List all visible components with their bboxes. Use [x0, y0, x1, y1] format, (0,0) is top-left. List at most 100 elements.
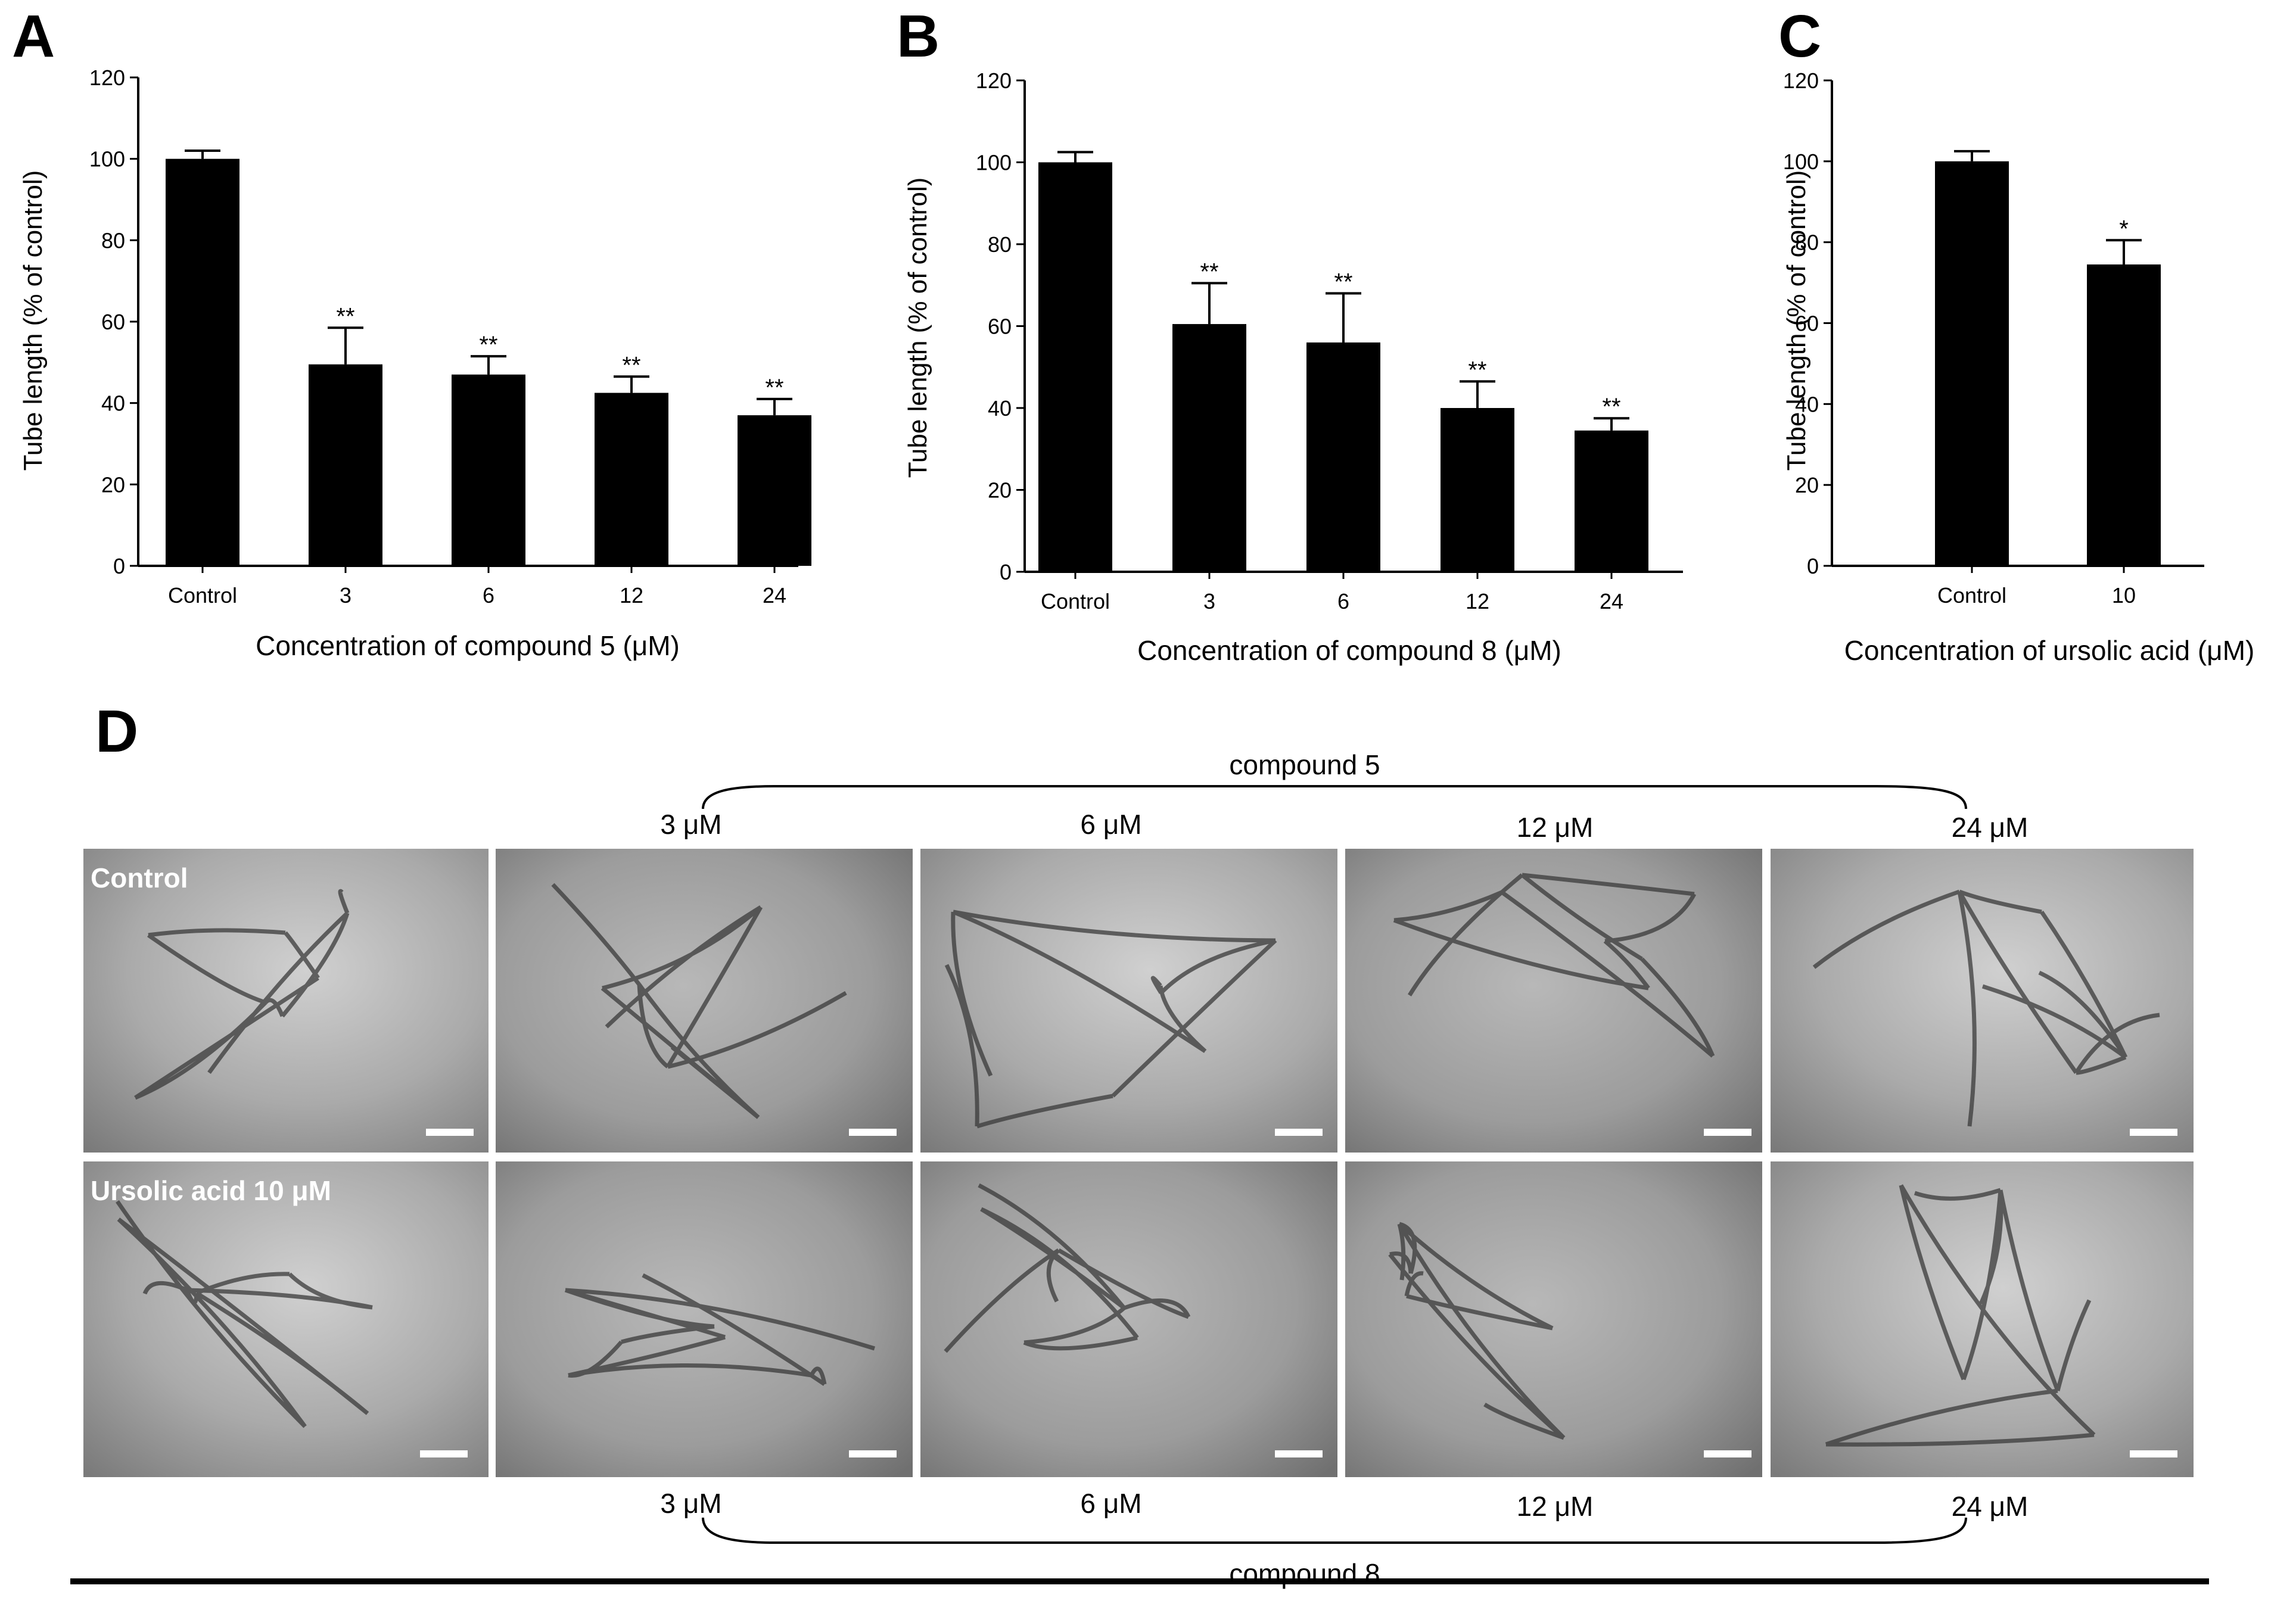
micrograph-row-1	[83, 849, 2194, 1153]
significance-marker: **	[1200, 258, 1218, 285]
x-tick-label: 24	[763, 583, 786, 608]
panel-letter-a: A	[12, 3, 55, 70]
y-tick-label: 100	[1783, 150, 1819, 174]
chart-a: Tube length (% of control) Concentration…	[18, 66, 811, 661]
bottom-rule	[70, 1578, 2209, 1584]
chart-c: Tube length (% of control) Concentration…	[1782, 68, 2254, 666]
chart-b-xlabel: Concentration of compound 8 (μM)	[1137, 635, 1561, 666]
row-1-tag: Control	[91, 862, 188, 893]
tube-network	[1825, 1184, 2096, 1447]
significance-marker: **	[336, 303, 354, 329]
compound-5-label: compound 5	[1229, 749, 1380, 780]
bottom-conc-24: 24 μM	[1952, 1491, 2029, 1522]
x-tick-label: 6	[483, 583, 494, 608]
micrograph-c8-3	[496, 1161, 913, 1477]
scale-bar	[849, 1129, 897, 1136]
significance-marker: **	[1468, 357, 1486, 383]
micrograph-c5-24	[1771, 849, 2194, 1153]
top-conc-6: 6 μM	[1080, 809, 1141, 840]
significance-marker: **	[1602, 394, 1620, 420]
y-tick-label: 80	[988, 232, 1012, 257]
x-tick-label: 12	[1466, 589, 1489, 613]
bar	[1575, 430, 1648, 572]
y-tick-label: 80	[1795, 231, 1819, 255]
compound-8-brace	[702, 1517, 1967, 1544]
y-tick-label: 100	[976, 151, 1012, 175]
panel-letter-c: C	[1778, 3, 1821, 70]
scale-bar	[420, 1450, 468, 1457]
tube-network	[1812, 889, 2160, 1127]
bar	[309, 364, 382, 566]
tube-network	[551, 883, 847, 1119]
significance-marker: **	[479, 332, 497, 358]
y-tick-label: 0	[1807, 554, 1819, 578]
significance-marker: *	[2119, 216, 2129, 242]
y-tick-label: 40	[101, 391, 125, 416]
scale-bar	[849, 1450, 897, 1457]
significance-marker: **	[765, 375, 783, 401]
y-tick-label: 60	[1795, 312, 1819, 336]
bar	[595, 393, 668, 566]
scale-bar	[2130, 1450, 2177, 1457]
bar	[166, 158, 239, 566]
bar	[452, 374, 525, 566]
compound-5-brace	[702, 785, 1967, 809]
tube-network	[116, 1200, 373, 1428]
scale-bar	[426, 1129, 474, 1136]
bar	[2087, 264, 2161, 566]
significance-marker: **	[1334, 269, 1352, 295]
tube-network	[1393, 873, 1715, 1058]
tube-network	[1388, 1222, 1566, 1440]
x-tick-label: 24	[1600, 589, 1623, 613]
chart-a-xlabel: Concentration of compound 5 (μM)	[256, 630, 680, 661]
tube-network	[564, 1273, 876, 1386]
y-tick-label: 40	[988, 396, 1012, 421]
chart-b: Tube length (% of control) Concentration…	[903, 68, 1683, 666]
bar	[738, 415, 811, 566]
y-tick-label: 80	[101, 228, 125, 253]
top-conc-12: 12 μM	[1517, 812, 1594, 843]
tube-network	[944, 910, 1277, 1129]
y-tick-label: 60	[101, 310, 125, 334]
row-2-tag: Ursolic acid 10 μM	[91, 1175, 331, 1206]
y-tick-label: 100	[89, 147, 125, 172]
x-tick-label: 12	[620, 583, 643, 608]
y-tick-label: 20	[1795, 473, 1819, 497]
y-tick-label: 40	[1795, 392, 1819, 416]
x-tick-label: 3	[1203, 589, 1215, 613]
micrograph-c5-3	[496, 849, 913, 1153]
scale-bar	[1275, 1129, 1323, 1136]
bar	[1172, 324, 1246, 572]
micrograph-c8-12	[1345, 1161, 1762, 1477]
x-tick-label: 6	[1337, 589, 1349, 613]
bar	[1935, 161, 2009, 566]
y-tick-label: 0	[113, 554, 125, 578]
bottom-conc-12: 12 μM	[1517, 1491, 1594, 1522]
micrograph-ursolic	[83, 1161, 489, 1477]
chart-b-ylabel: Tube length (% of control)	[903, 177, 932, 478]
tube-network	[134, 889, 350, 1100]
x-tick-label: Control	[1041, 589, 1110, 613]
bar	[1441, 408, 1514, 572]
y-tick-label: 20	[988, 478, 1012, 503]
bar	[1038, 162, 1112, 572]
chart-c-xlabel: Concentration of ursolic acid (μM)	[1844, 635, 2255, 666]
y-tick-label: 0	[1000, 560, 1012, 584]
chart-c-ylabel: Tube length (% of control)	[1782, 170, 1811, 471]
tube-network	[944, 1183, 1191, 1353]
x-tick-label: Control	[1937, 583, 2006, 608]
y-tick-label: 120	[89, 66, 125, 90]
panel-letter-d: D	[95, 698, 138, 765]
panel-letter-b: B	[897, 3, 939, 70]
scale-bar	[2130, 1129, 2177, 1136]
compound-8-label: compound 8	[1229, 1558, 1380, 1589]
scale-bars	[420, 1129, 2177, 1457]
x-tick-label: 10	[2112, 583, 2136, 608]
panel-d: D compound 5 3 μM 6 μM 12 μM 24 μM	[70, 698, 2209, 1589]
bar	[1306, 342, 1380, 572]
chart-a-ylabel: Tube length (% of control)	[18, 170, 48, 471]
y-tick-label: 120	[976, 68, 1012, 93]
bottom-conc-6: 6 μM	[1080, 1488, 1141, 1519]
x-tick-label: 3	[340, 583, 351, 608]
